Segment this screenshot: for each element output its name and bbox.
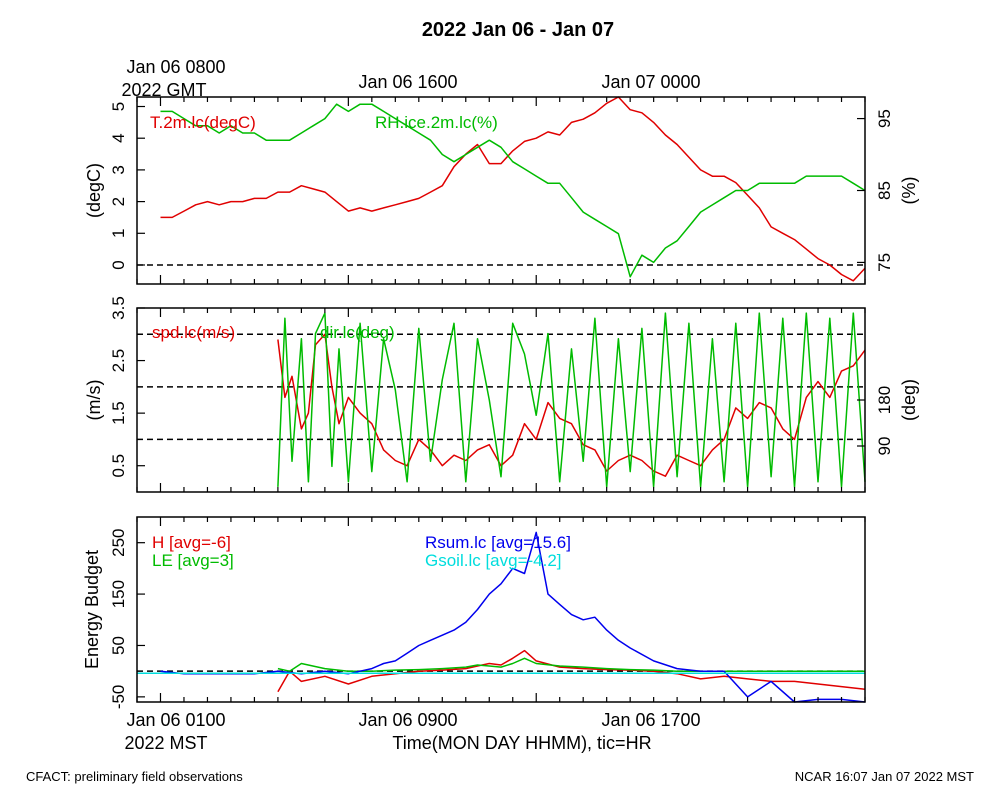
top-time-label-3: Jan 07 0000 — [601, 72, 700, 92]
panel-frame — [136, 516, 866, 703]
series-t-2m-lc-degc-line — [160, 96, 866, 282]
x-axis-label: Time(MON DAY HHMM), tic=HR — [392, 733, 651, 753]
series-rh-ice-2m-lc-line — [160, 103, 866, 278]
y-tick-label-left: 3 — [109, 165, 128, 174]
panel-2-wind: 0.5 1.5 2.5 3.5 (m/s) 90 180 (deg) spd.lc(m/s) d… — [84, 296, 919, 493]
bottom-time-label-1-line2: 2022 MST — [124, 733, 207, 753]
y-tick-label-left: -50 — [109, 685, 128, 710]
series-label-gsoil-lc: Gsoil.lc [avg=-4.2] — [425, 551, 562, 570]
y-axis-label-left: (m/s) — [84, 380, 104, 421]
y-tick-label-right: 75 — [875, 253, 894, 272]
series-label-rh-ice-2m-lc: RH.ice.2m.lc(%) — [375, 113, 498, 132]
y-tick-label-right: 95 — [875, 109, 894, 128]
y-tick-label-left: 0 — [109, 260, 128, 269]
y-axis-label-left: Energy Budget — [82, 550, 102, 669]
y-tick-label-left: 250 — [109, 529, 128, 557]
y-tick-label-left: 4 — [109, 133, 128, 142]
y-tick-label-left: 3.5 — [109, 296, 128, 320]
top-time-label-1-line2: 2022 GMT — [121, 80, 206, 100]
chart-title: 2022 Jan 06 - Jan 07 — [422, 19, 614, 41]
series-h-line — [277, 649, 866, 693]
y-tick-label-left: 150 — [109, 580, 128, 608]
y-tick-label-left: 2.5 — [109, 349, 128, 373]
y-tick-label-right: 180 — [875, 386, 894, 414]
series-label-rsum-lc: Rsum.lc [avg=15.6] — [425, 533, 571, 552]
y-tick-label-left: 1.5 — [109, 401, 128, 425]
panel-1-temperature-humidity: 0 1 2 3 4 5 (degC) 75 85 95 (%) T.2m.lc(degC) RH.ic… — [84, 96, 919, 285]
footer-left: CFACT: preliminary field observations — [26, 769, 243, 784]
series-rsum-lc-line — [160, 531, 866, 703]
series-label-dir-lc-deg: dir.lc(deg) — [320, 323, 395, 342]
bottom-time-label-3: Jan 06 1700 — [601, 710, 700, 730]
series-label-spd-lc-m-s: spd.lc(m/s) — [152, 323, 235, 342]
top-time-label-1-line1: Jan 06 0800 — [126, 57, 225, 77]
panel-3-energy-budget: -50 50 150 250 Energy Budget H [avg=-6]LE [a… — [82, 516, 866, 710]
y-axis-label-right: (%) — [899, 177, 919, 205]
bottom-time-label-2: Jan 06 0900 — [358, 710, 457, 730]
y-tick-label-left: 2 — [109, 197, 128, 206]
series-le-line — [277, 657, 865, 672]
y-tick-label-left: 0.5 — [109, 454, 128, 478]
y-tick-label-right: 90 — [875, 437, 894, 456]
y-axis-label-left: (degC) — [84, 163, 104, 218]
y-axis-label-right: (deg) — [899, 379, 919, 421]
series-dir-lc-deg-line — [277, 312, 866, 488]
top-time-label-2: Jan 06 1600 — [358, 72, 457, 92]
y-tick-label-left: 5 — [109, 102, 128, 111]
y-tick-label-right: 85 — [875, 181, 894, 200]
footer-right: NCAR 16:07 Jan 07 2022 MST — [795, 769, 974, 784]
y-tick-label-left: 50 — [109, 636, 128, 655]
series-label-le: LE [avg=3] — [152, 551, 234, 570]
series-label-t-2m-lc-degc: T.2m.lc(degC) — [150, 113, 256, 132]
series-label-h: H [avg=-6] — [152, 533, 231, 552]
bottom-time-label-1-line1: Jan 06 0100 — [126, 710, 225, 730]
y-tick-label-left: 1 — [109, 229, 128, 238]
